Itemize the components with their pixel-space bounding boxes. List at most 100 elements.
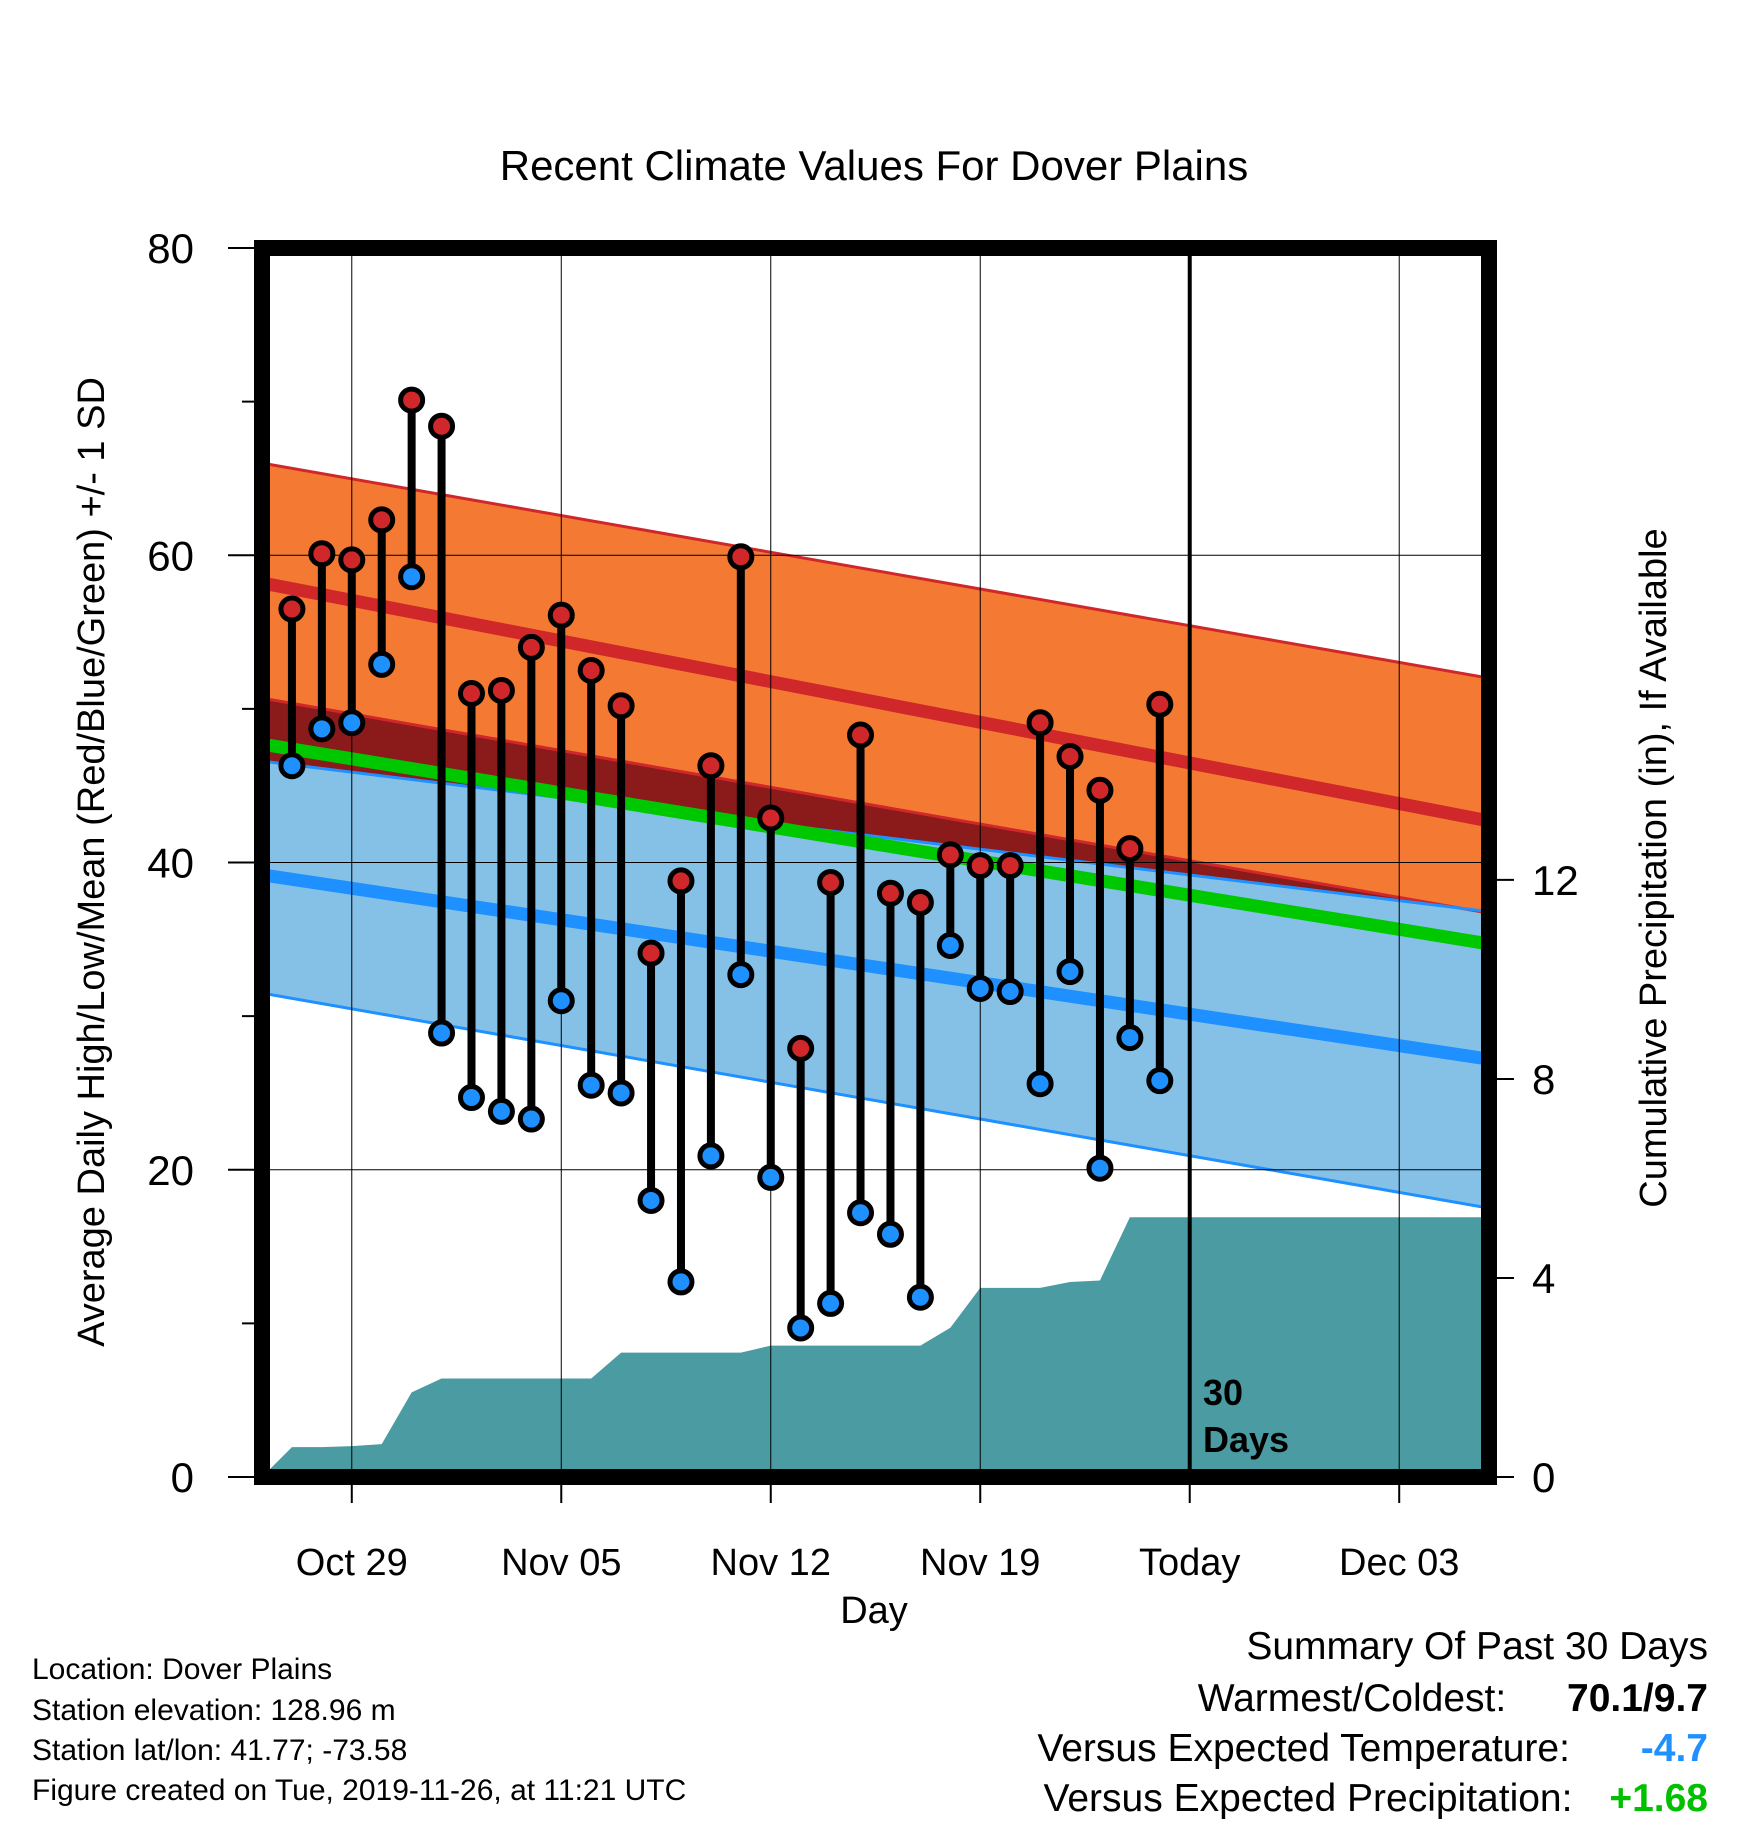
x-tick-label: Oct 29: [296, 1542, 408, 1584]
low-point: [278, 752, 306, 780]
x-tick-label: Nov 19: [920, 1542, 1040, 1584]
summary-temp-label: Versus Expected Temperature:: [1037, 1727, 1570, 1770]
high-point: [936, 841, 964, 869]
high-point: [817, 868, 845, 896]
high-point: [847, 721, 875, 749]
chart-title: Recent Climate Values For Dover Plains: [500, 142, 1249, 189]
high-band-upper-edge: [262, 461, 1489, 680]
info-location: Location: Dover Plains: [32, 1653, 333, 1686]
high-point: [308, 540, 336, 568]
low-point: [428, 1019, 456, 1047]
low-normal-line: [262, 868, 1489, 1066]
summary-heading: Summary Of Past 30 Days: [1246, 1625, 1708, 1668]
low-point: [368, 650, 396, 678]
low-point: [637, 1186, 665, 1214]
low-point: [876, 1220, 904, 1248]
high-point: [428, 412, 456, 440]
low-point: [787, 1314, 815, 1342]
high-normal-line: [262, 576, 1489, 828]
high-point: [996, 852, 1024, 880]
y-tick-label: 80: [147, 225, 194, 272]
info-elevation: Station elevation: 128.96 m: [32, 1694, 396, 1727]
y-tick-label: 40: [147, 840, 194, 887]
x-tick-label: Today: [1139, 1542, 1240, 1584]
x-tick-label: Nov 12: [711, 1542, 831, 1584]
low-band-upper-edge: [262, 759, 1489, 914]
high-point: [577, 656, 605, 684]
high-point: [547, 601, 575, 629]
info-created: Figure created on Tue, 2019-11-26, at 11…: [32, 1774, 687, 1807]
high-point: [697, 752, 725, 780]
low-point: [847, 1199, 875, 1227]
low-point: [817, 1289, 845, 1317]
high-point: [338, 546, 366, 574]
low-point: [457, 1084, 485, 1112]
y2-tick-label: 8: [1532, 1056, 1555, 1103]
low-point: [697, 1142, 725, 1170]
x-axis-label: Day: [840, 1590, 908, 1632]
high-point: [1026, 709, 1054, 737]
high-band-lower-edge: [262, 696, 1489, 915]
y-tick-label: 20: [147, 1147, 194, 1194]
high-point: [368, 506, 396, 534]
y-axis-label: Average Daily High/Low/Mean (Red/Blue/Gr…: [71, 377, 113, 1347]
y2-tick-label: 4: [1532, 1255, 1555, 1302]
y2-tick-label: 0: [1532, 1454, 1555, 1501]
summary-precip-label: Versus Expected Precipitation:: [1043, 1777, 1573, 1820]
low-point: [338, 709, 366, 737]
high-point: [787, 1034, 815, 1062]
high-point: [487, 676, 515, 704]
low-point: [1116, 1024, 1144, 1052]
mean-normal-line: [262, 737, 1489, 951]
high-point: [1056, 742, 1084, 770]
y-tick-label: 60: [147, 532, 194, 579]
high-point: [398, 386, 426, 414]
low-point: [727, 961, 755, 989]
high-point: [1116, 835, 1144, 863]
low-point: [517, 1105, 545, 1133]
axes: 0 20 40 60 80 0 4 8 12 Oct 29 Nov 05 Nov 12 Nov 19 To…: [147, 225, 1578, 1584]
today-annotation-line2: Days: [1203, 1419, 1289, 1460]
high-point: [906, 888, 934, 916]
low-point: [487, 1097, 515, 1125]
high-point: [278, 595, 306, 623]
high-point: [1146, 690, 1174, 718]
x-tick-label: Nov 05: [501, 1542, 621, 1584]
high-point: [457, 680, 485, 708]
low-point: [547, 987, 575, 1015]
low-point: [607, 1079, 635, 1107]
low-point: [1146, 1067, 1174, 1095]
high-point: [727, 543, 755, 571]
low-point: [996, 978, 1024, 1006]
high-point: [607, 692, 635, 720]
summary-temp-value: -4.7: [1640, 1727, 1708, 1770]
summary-temp-row: Versus Expected Temperature: -4.7: [1037, 1728, 1708, 1770]
low-point: [966, 974, 994, 1002]
today-annotation-line1: 30: [1203, 1372, 1243, 1413]
low-point: [757, 1163, 785, 1191]
low-point: [1086, 1154, 1114, 1182]
x-tick-label: Dec 03: [1339, 1542, 1459, 1584]
summary-warmest-value: 70.1/9.7: [1567, 1677, 1708, 1720]
high-normal-band: [262, 463, 1489, 914]
y-tick-label: 0: [171, 1454, 194, 1501]
low-point: [1056, 958, 1084, 986]
low-point: [667, 1268, 695, 1296]
high-point: [517, 633, 545, 661]
low-point: [1026, 1070, 1054, 1098]
low-point: [398, 563, 426, 591]
precip-area: [262, 1217, 1489, 1477]
plot-area: [262, 248, 1489, 1477]
summary-warmest-row: Warmest/Coldest: 70.1/9.7: [1198, 1678, 1708, 1720]
high-point: [667, 867, 695, 895]
summary-precip-row: Versus Expected Precipitation: +1.68: [1044, 1778, 1709, 1820]
high-point: [1086, 776, 1114, 804]
high-point: [637, 939, 665, 967]
high-point: [757, 804, 785, 832]
low-point: [906, 1283, 934, 1311]
low-normal-band: [262, 761, 1489, 1209]
info-latlon: Station lat/lon: 41.77; -73.58: [32, 1734, 408, 1767]
summary-warmest-label: Warmest/Coldest:: [1197, 1677, 1507, 1720]
y2-axis-label: Cumulative Precipitation (in), If Availa…: [1633, 528, 1675, 1207]
